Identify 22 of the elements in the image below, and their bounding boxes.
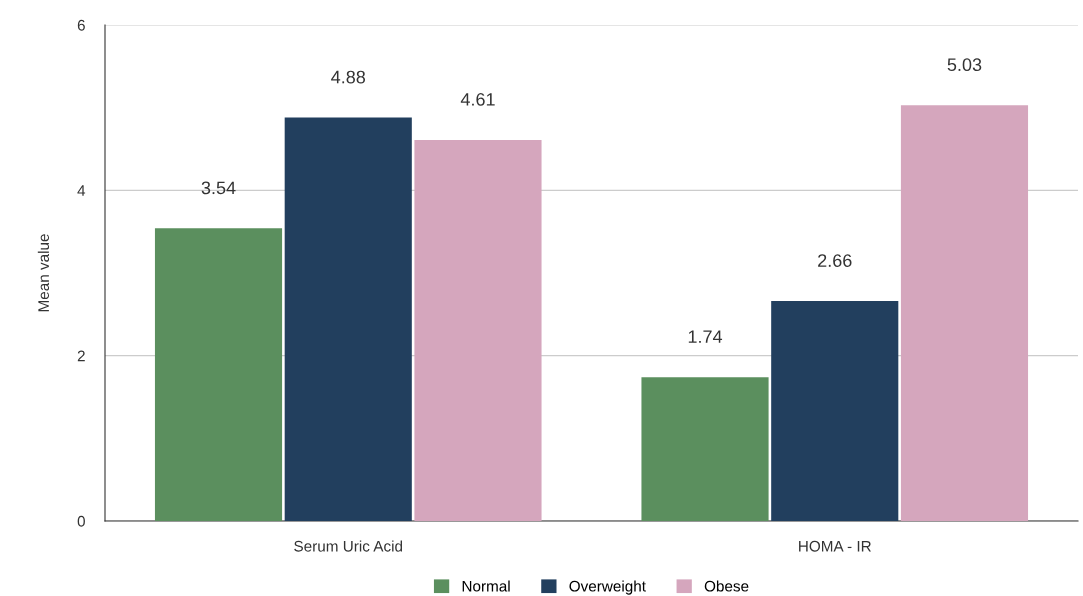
bar (771, 301, 899, 521)
legend-label: Normal (462, 580, 510, 592)
data-label: 1.74 (688, 330, 723, 343)
y-axis-title: Mean value (37, 234, 50, 312)
data-label: 4.88 (331, 70, 366, 84)
data-label: 2.66 (818, 254, 852, 267)
y-tick-label: 2 (77, 350, 85, 362)
legend-label: Overweight (569, 580, 646, 595)
bar (154, 228, 283, 521)
data-label: 4.61 (460, 93, 495, 106)
legend-label: Obese (704, 580, 749, 592)
bar (284, 117, 412, 521)
data-label: 5.03 (947, 58, 982, 72)
bar (414, 139, 542, 521)
data-label: 3.54 (201, 181, 236, 195)
y-tick-label: 6 (77, 19, 85, 31)
y-tick-label: 0 (77, 515, 85, 527)
y-tick-label: 4 (77, 185, 86, 196)
bar (641, 377, 769, 521)
bar (900, 105, 1029, 521)
x-tick-label: HOMA - IR (799, 540, 871, 552)
x-tick-label: Serum Uric Acid (294, 540, 403, 552)
